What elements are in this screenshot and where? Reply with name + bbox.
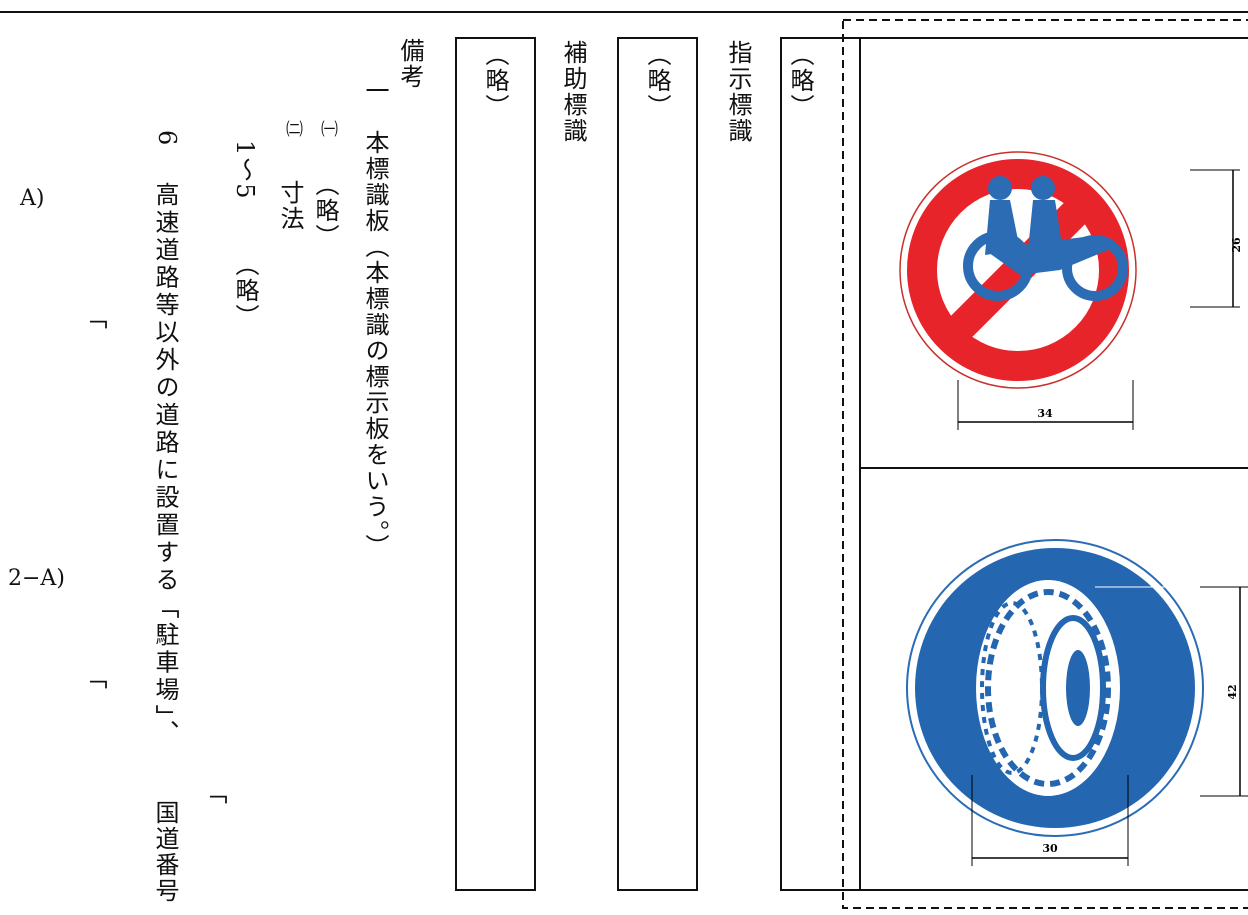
column-heading: 補助標識 [559,40,587,144]
bracket: 「 [199,780,227,806]
item-number: 6 [153,130,181,148]
remark-item: 国道番号 [151,800,179,904]
tire-chain-sign: 42 30 [906,539,1248,866]
dashed-outline [842,19,1248,909]
dimension-label: 42 [1226,684,1239,699]
sub-number: ㈡ [282,120,302,139]
omitted-cell: （略） [643,42,671,120]
cell-box [455,37,536,891]
omitted-cell: （略） [786,42,814,120]
reference: A) [20,186,45,211]
sign-frame [780,37,1248,891]
sub-number: ㈠ [317,120,337,139]
remark-item: 一 本標識板（本標識の標示板をいう。） [361,78,389,560]
sub-text: （略） [311,172,339,250]
range-text: （略） [231,252,259,330]
remarks-heading: 備考 [396,38,424,90]
reference: 2−A) [8,566,65,591]
bracket: 「 [79,665,107,691]
no-motorcycle-tandem-sign: 26 34 [899,151,1243,430]
bracket: 「 [79,305,107,331]
range: 1〜5 [231,140,259,201]
dimension-label: 30 [1042,842,1058,855]
column-heading: 指示標識 [724,40,752,144]
dimension-label: 34 [1037,407,1053,420]
dimension-label: 26 [1230,237,1243,253]
cell-box [617,37,698,891]
sub-text: 寸法 [276,180,304,232]
omitted-cell: （略） [481,42,509,120]
top-rule [0,11,1248,13]
remark-item: 高速道路等以外の道路に設置する「駐車場」、 [151,182,179,748]
